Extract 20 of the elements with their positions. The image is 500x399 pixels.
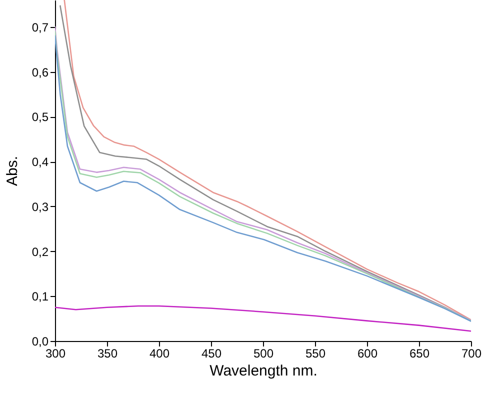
y-tick-label: 0,7 bbox=[32, 20, 49, 34]
y-axis-title: Abs. bbox=[4, 156, 21, 186]
y-tick-label: 0,5 bbox=[32, 110, 49, 124]
x-tick-label: 400 bbox=[149, 346, 170, 360]
y-tick-label: 0,4 bbox=[32, 155, 49, 170]
line-series bbox=[55, 305, 471, 332]
x-tick-label: 700 bbox=[461, 346, 482, 360]
x-tick-label: 650 bbox=[409, 346, 430, 360]
x-axis-title: Wavelength nm. bbox=[210, 362, 318, 380]
x-tick-label: 500 bbox=[253, 346, 274, 360]
x-tick-label: 450 bbox=[201, 346, 222, 360]
x-tick-label: 600 bbox=[357, 346, 378, 360]
y-tick-label: 0,1 bbox=[32, 290, 49, 304]
y-tick-label: 0,0 bbox=[32, 334, 49, 348]
y-tick-label: 0,6 bbox=[32, 65, 49, 80]
x-tick-label: 300 bbox=[45, 346, 66, 360]
y-tick-label: 0,3 bbox=[32, 200, 49, 214]
x-tick-label: 350 bbox=[97, 346, 118, 360]
y-tick-label: 0,2 bbox=[32, 244, 49, 259]
x-tick-label: 550 bbox=[305, 346, 326, 360]
